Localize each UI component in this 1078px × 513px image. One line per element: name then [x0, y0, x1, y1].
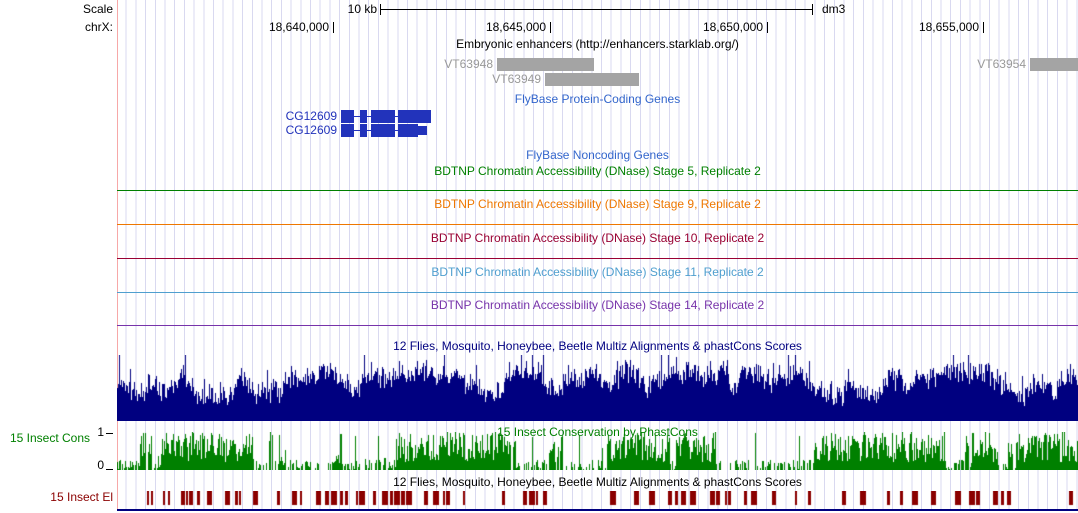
enhancers-track-title[interactable]: Embryonic enhancers (http://enhancers.st… — [456, 37, 739, 51]
noncoding-genes-track-title[interactable]: FlyBase Noncoding Genes — [526, 148, 669, 162]
bdtnp-track-title[interactable]: BDTNP Chromatin Accessibility (DNase) St… — [430, 298, 765, 312]
gene-exon-box[interactable] — [360, 110, 367, 123]
gene-exon-box[interactable] — [341, 110, 354, 123]
ruler-tick-label: 18,645,000 — [485, 20, 546, 34]
gene-exon-box[interactable] — [398, 124, 418, 137]
bdtnp-track-title[interactable]: BDTNP Chromatin Accessibility (DNase) St… — [430, 231, 765, 245]
enhancer-item-label: VT63948 — [444, 57, 493, 71]
bdtnp-track-title[interactable]: BDTNP Chromatin Accessibility (DNase) St… — [431, 265, 764, 279]
left-edge-marker-line — [117, 0, 118, 510]
enhancer-item-box[interactable] — [545, 73, 639, 86]
ruler-tick-label: 18,650,000 — [702, 20, 763, 34]
phastcons-axis-min: 0 — [97, 458, 104, 472]
bdtnp-signal-baseline[interactable] — [117, 258, 1078, 259]
bdtnp-track-title[interactable]: BDTNP Chromatin Accessibility (DNase) St… — [434, 164, 761, 178]
chromosome-label: chrX: — [84, 20, 113, 34]
bottom-border-line — [117, 509, 1078, 511]
ruler-tick-mark — [767, 22, 768, 33]
insect-elements-left-label: 15 Insect El — [50, 490, 113, 504]
multiz-alignments-title: 12 Flies, Mosquito, Honeybee, Beetle Mul… — [393, 475, 802, 489]
bdtnp-signal-baseline[interactable] — [117, 325, 1078, 326]
phastcons-axis-max-tick — [106, 433, 113, 434]
multiz-track-title[interactable]: 12 Flies, Mosquito, Honeybee, Beetle Mul… — [393, 339, 802, 353]
ruler-tick-mark — [333, 22, 334, 33]
bdtnp-signal-baseline[interactable] — [117, 190, 1078, 191]
enhancer-item-box[interactable] — [497, 58, 594, 71]
scale-bar — [380, 9, 813, 10]
phastcons-axis-max: 1 — [97, 425, 104, 439]
ruler-tick-mark — [983, 22, 984, 33]
scale-bar-left-tick — [380, 4, 381, 15]
scale-label: Scale — [82, 2, 113, 16]
bdtnp-track-title[interactable]: BDTNP Chromatin Accessibility (DNase) St… — [434, 197, 761, 211]
ruler-tick-label: 18,655,000 — [918, 20, 979, 34]
gene-utr-box[interactable] — [418, 126, 427, 135]
insect-elements-track[interactable] — [117, 491, 1078, 506]
assembly-label: dm3 — [822, 2, 846, 16]
coding-genes-track-title[interactable]: FlyBase Protein-Coding Genes — [514, 92, 681, 106]
phastcons-left-label: 15 Insect Cons — [9, 431, 90, 445]
gene-exon-box[interactable] — [371, 110, 395, 123]
enhancer-item-label: VT63954 — [977, 57, 1026, 71]
gene-exon-box[interactable] — [371, 124, 395, 137]
bdtnp-signal-baseline[interactable] — [117, 292, 1078, 293]
enhancer-item-box[interactable] — [1030, 58, 1078, 71]
phastcons-histogram[interactable] — [117, 432, 1078, 470]
ruler-tick-mark — [550, 22, 551, 33]
gene-label: CG12609 — [285, 123, 337, 137]
gene-exon-box[interactable] — [341, 124, 354, 137]
phastcons-axis-min-tick — [106, 469, 113, 470]
multiz-conservation-histogram[interactable] — [117, 355, 1078, 421]
enhancer-item-label: VT63949 — [492, 72, 541, 86]
gene-exon-box[interactable] — [360, 124, 367, 137]
ruler-tick-label: 18,640,000 — [268, 20, 329, 34]
scale-bar-right-tick — [812, 4, 813, 15]
gene-label: CG12609 — [285, 109, 337, 123]
bdtnp-signal-baseline[interactable] — [117, 224, 1078, 225]
gene-exon-box[interactable] — [398, 110, 431, 123]
scale-value: 10 kb — [347, 2, 377, 16]
phastcons-track-title[interactable]: 15 Insect Conservation by PhastCons — [497, 425, 698, 439]
